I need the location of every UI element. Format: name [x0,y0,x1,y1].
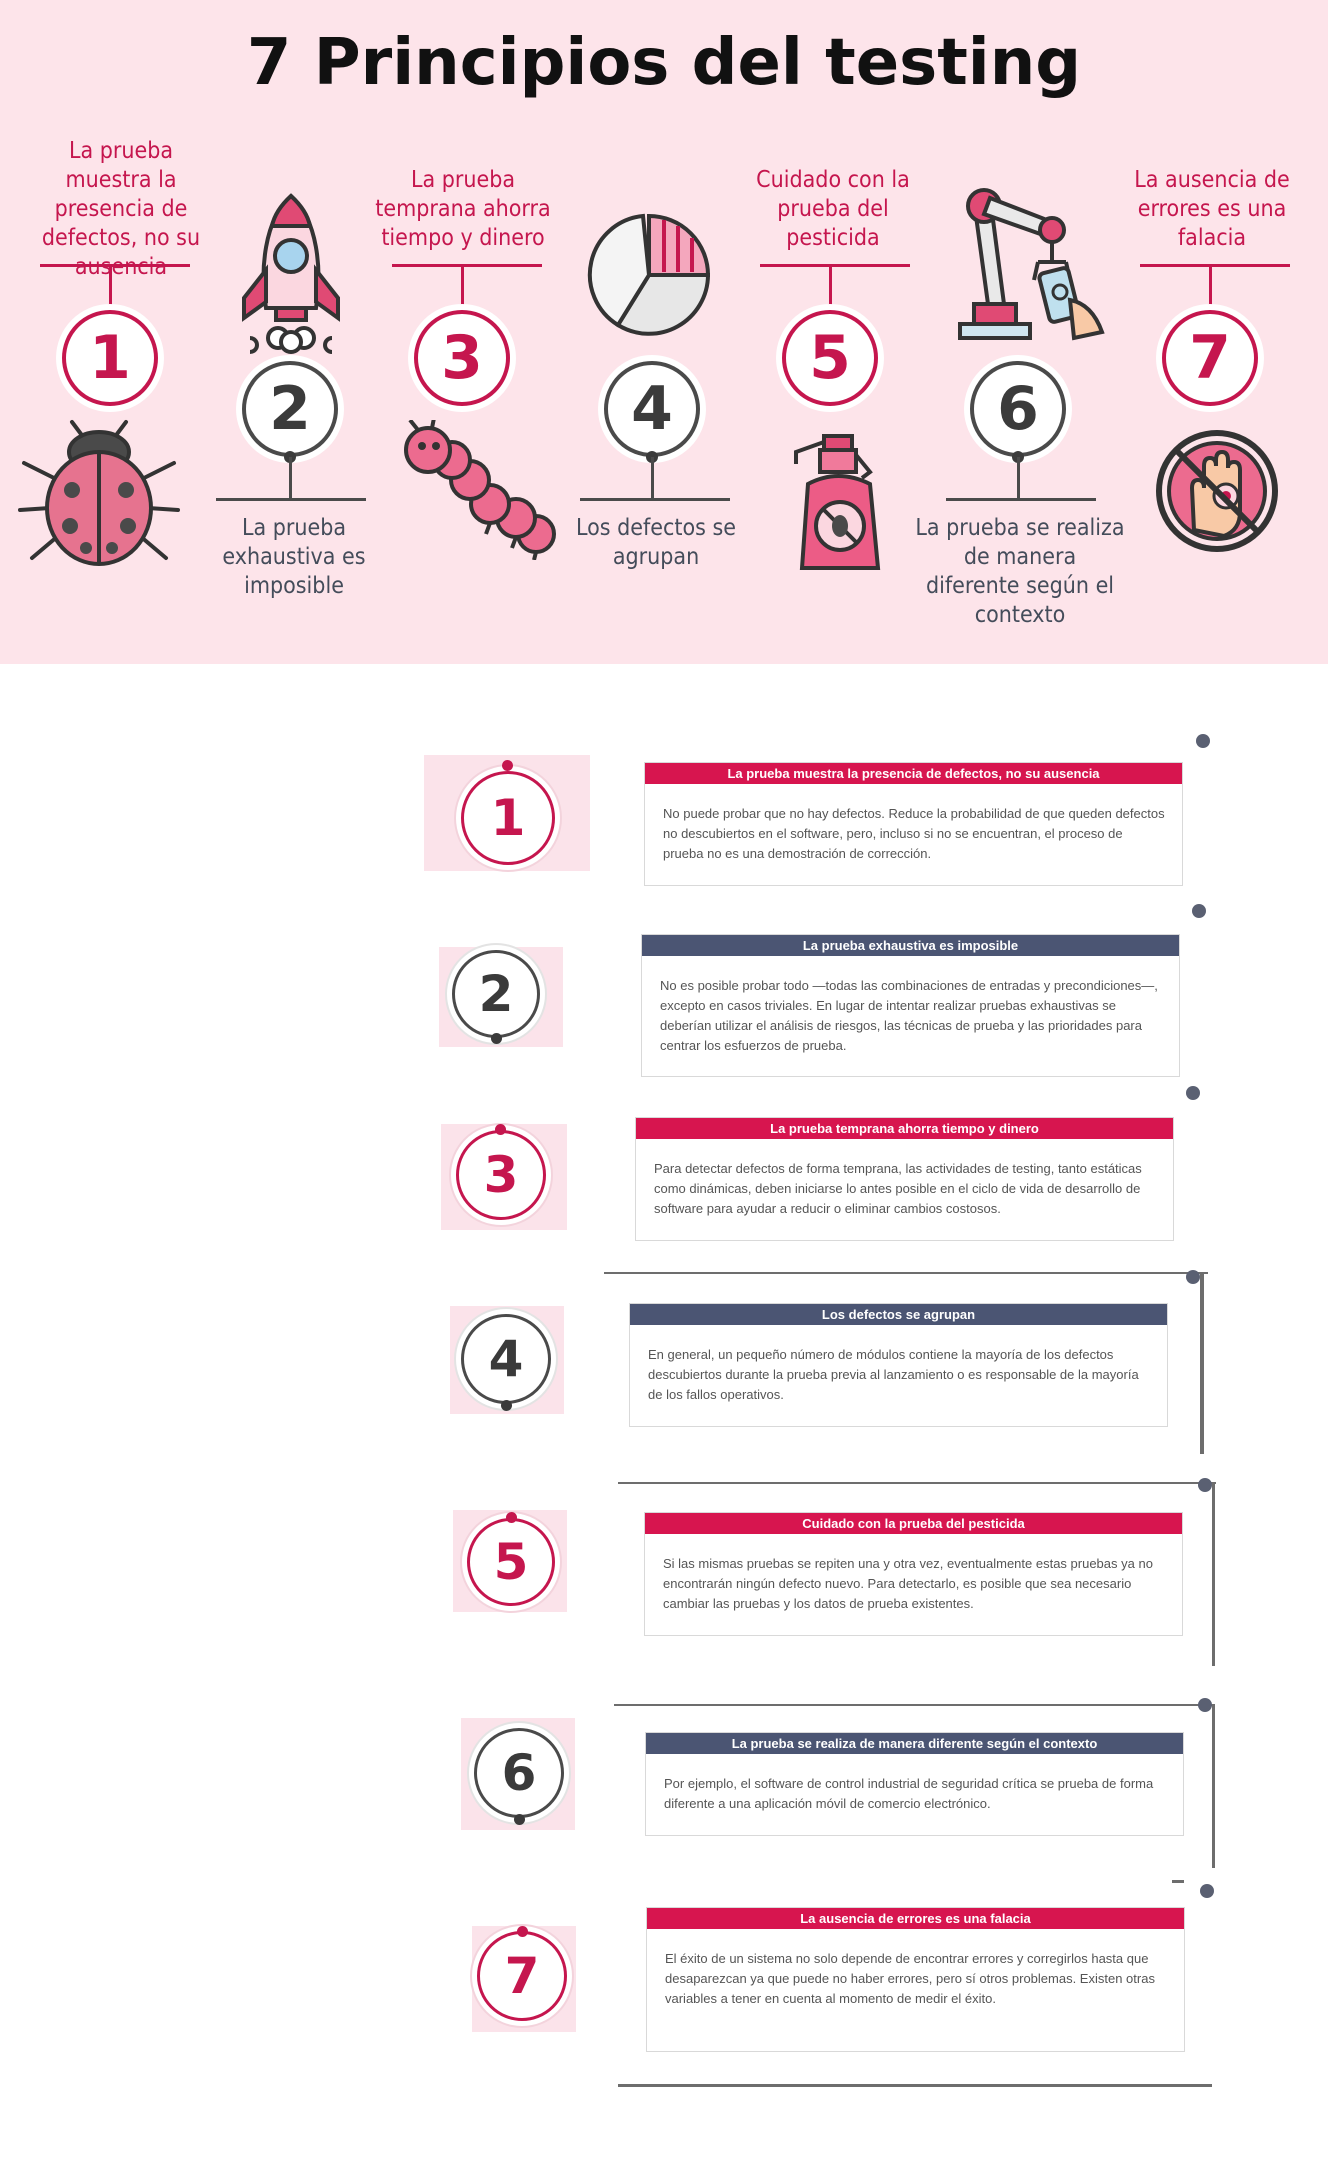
connector-line [1017,457,1020,499]
connector-line [216,498,366,501]
card-number-6: 6 [474,1728,564,1818]
principle-card-7: La ausencia de errores es una falacia El… [646,1907,1185,2052]
card-number-3: 3 [456,1130,546,1220]
card-text: Si las mismas pruebas se repiten una y o… [663,1556,1153,1611]
card-corner-marker [1198,1478,1212,1492]
frame-edge [614,1704,1214,1706]
card-corner-marker [1196,734,1210,748]
principle-card-1: La prueba muestra la presencia de defect… [644,762,1183,886]
card-number-4: 4 [461,1314,551,1404]
pie-chart-icon [587,213,711,336]
principle-number-4: 4 [604,361,700,457]
connector-dot [506,1512,517,1523]
card-title: Los defectos se agrupan [630,1304,1167,1325]
card-text: En general, un pequeño número de módulos… [648,1347,1139,1402]
connector-line [1140,264,1290,267]
connector-dot [495,1124,506,1135]
card-corner-marker [1198,1698,1212,1712]
connector-line [829,264,832,310]
frame-edge [1200,1272,1204,1454]
card-title: La prueba temprana ahorra tiempo y diner… [636,1118,1173,1139]
card-title: La prueba se realiza de manera diferente… [646,1733,1183,1754]
principle-label-7: La ausencia de errores es una falacia [1134,167,1290,251]
principle-label-2: La prueba exhaustiva es imposible [222,515,366,599]
connector-dot [517,1926,528,1937]
principle-label-4: Los defectos se agrupan [575,515,737,570]
principle-card-2: La prueba exhaustiva es imposible No es … [641,934,1180,1077]
infographic-banner: 7 Principios del testing La prueba muest… [0,0,1328,664]
principle-number-2: 2 [242,361,338,457]
connector-dot [501,1400,512,1411]
card-corner-marker [1192,904,1206,918]
connector-line [760,264,910,267]
principle-card-6: La prueba se realiza de manera diferente… [645,1732,1184,1836]
connector-line [946,498,1096,501]
card-title: La ausencia de errores es una falacia [647,1908,1184,1929]
card-number-1: 1 [461,771,555,865]
robot-arm-icon [958,188,1105,341]
principle-number-6: 6 [970,361,1066,457]
frame-edge [1212,1704,1215,1868]
connector-line [109,264,112,310]
ladybug-icon [18,420,180,566]
frame-edge [618,2084,1212,2087]
principle-label-6: La prueba se realiza de manera diferente… [915,515,1125,628]
connector-line [289,457,292,499]
connector-line [580,498,730,501]
frame-edge [1172,1880,1184,1883]
principle-label-1: La prueba muestra la presencia de defect… [41,138,201,280]
card-number-2: 2 [452,950,540,1038]
card-number-7: 7 [477,1931,567,2021]
caterpillar-icon [404,420,556,560]
rocket-icon [242,193,340,354]
card-number-5: 5 [467,1518,555,1606]
connector-line [651,457,654,499]
connector-line [1209,264,1212,310]
frame-edge [618,1482,1216,1484]
card-text: No puede probar que no hay defectos. Red… [663,806,1165,861]
frame-edge [604,1272,1208,1274]
card-text: No es posible probar todo —todas las com… [660,978,1158,1053]
connector-dot [502,760,513,771]
principle-card-4: Los defectos se agrupan En general, un p… [629,1303,1168,1427]
card-text: El éxito de un sistema no solo depende d… [665,1951,1155,2006]
pesticide-spray-icon [794,434,881,570]
principle-number-1: 1 [62,310,158,406]
card-corner-marker [1186,1086,1200,1100]
connector-line [461,264,464,310]
card-corner-marker [1200,1884,1214,1898]
no-bug-hand-icon [1156,430,1278,552]
connector-line [40,264,190,267]
connector-dot [491,1033,502,1044]
connector-line [392,264,542,267]
principle-label-3: La prueba temprana ahorra tiempo y diner… [375,167,551,251]
principle-number-5: 5 [782,310,878,406]
principle-number-7: 7 [1162,310,1258,406]
page-title: 7 Principios del testing [246,26,1082,100]
card-title: Cuidado con la prueba del pesticida [645,1513,1182,1534]
principle-card-3: La prueba temprana ahorra tiempo y diner… [635,1117,1174,1241]
card-text: Por ejemplo, el software de control indu… [664,1776,1154,1811]
principle-label-5: Cuidado con la prueba del pesticida [756,167,910,251]
frame-edge [1212,1482,1215,1666]
card-title: La prueba exhaustiva es imposible [642,935,1179,956]
card-corner-marker [1186,1270,1200,1284]
card-text: Para detectar defectos de forma temprana… [654,1161,1142,1216]
principle-number-3: 3 [414,310,510,406]
connector-dot [514,1814,525,1825]
principle-card-5: Cuidado con la prueba del pesticida Si l… [644,1512,1183,1636]
card-title: La prueba muestra la presencia de defect… [645,763,1182,784]
